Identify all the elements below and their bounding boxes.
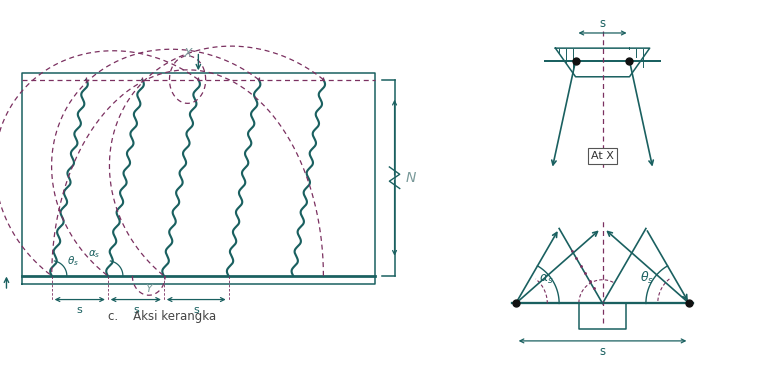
Text: Y: Y (146, 284, 152, 295)
Text: N: N (405, 171, 416, 185)
Text: s: s (600, 17, 605, 30)
Text: s: s (133, 305, 139, 315)
Text: $\alpha_s$: $\alpha_s$ (89, 249, 101, 260)
Text: s: s (193, 305, 199, 315)
Text: s: s (77, 305, 82, 315)
Text: $\alpha_s$: $\alpha_s$ (540, 273, 554, 286)
Text: At X: At X (591, 151, 614, 161)
Text: X: X (183, 47, 192, 60)
Text: s: s (600, 345, 605, 358)
Text: c.    Aksi kerangka: c. Aksi kerangka (108, 310, 216, 323)
Text: $\theta_s$: $\theta_s$ (640, 270, 654, 286)
Text: $\theta_s$: $\theta_s$ (67, 254, 79, 267)
